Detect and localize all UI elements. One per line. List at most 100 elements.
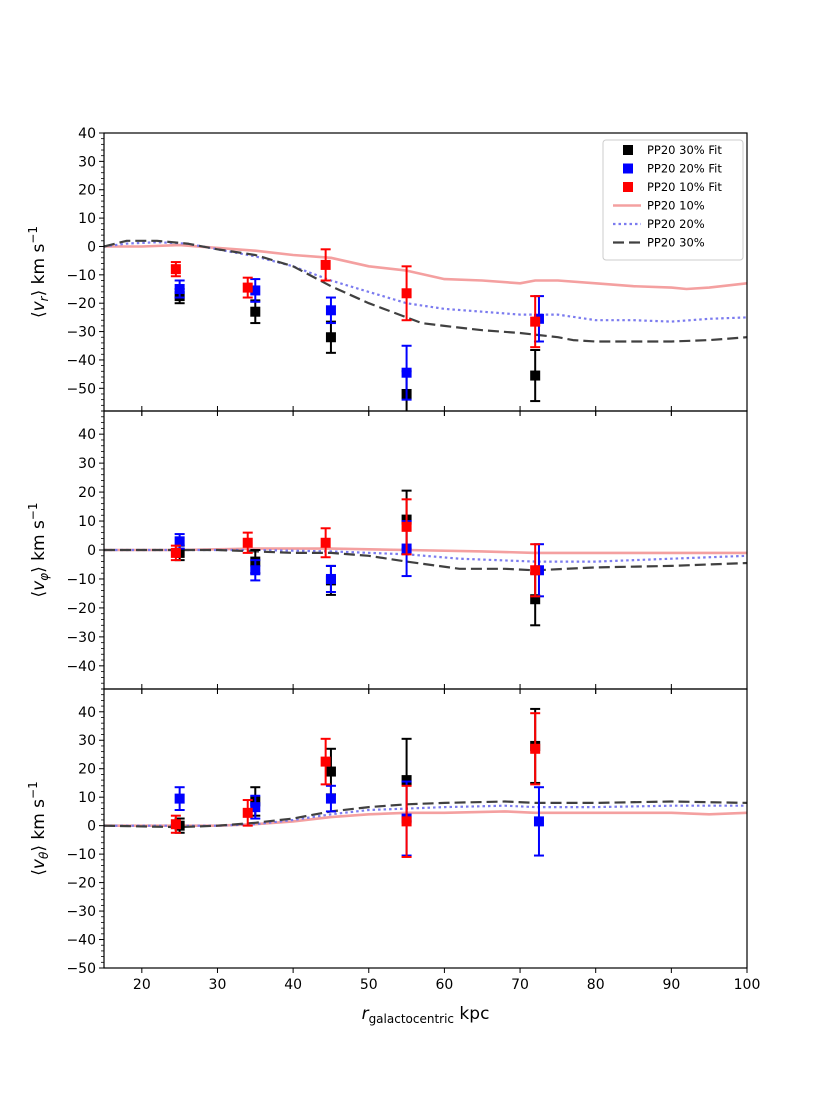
point-marker [530, 370, 541, 381]
data-point [325, 784, 336, 813]
data-point [401, 265, 412, 322]
y-tick-label: −40 [66, 933, 96, 949]
axes-frame [103, 688, 748, 969]
data-point [325, 296, 336, 325]
y-tick-label: 30 [78, 733, 96, 749]
y-tick-label: −30 [66, 325, 96, 341]
point-marker [401, 816, 412, 827]
point-marker [170, 547, 181, 558]
y-tick-label: −20 [66, 296, 96, 312]
x-tick-label: 90 [662, 977, 680, 993]
y-axis-label: ⟨vr⟩ km s−1 [26, 226, 51, 318]
y-tick-label: 0 [87, 239, 96, 255]
y-tick-label: 20 [78, 183, 96, 199]
y-axis-label: ⟨vθ⟩ km s−1 [26, 781, 51, 875]
data-point [250, 559, 261, 582]
point-marker [250, 802, 261, 813]
y-tick-label: −10 [66, 268, 96, 284]
legend-label: PP20 30% [647, 236, 705, 250]
point-marker [325, 332, 336, 343]
point-marker [320, 537, 331, 548]
y-tick-label: 0 [87, 543, 96, 559]
point-marker [530, 565, 541, 576]
data-point [242, 531, 253, 554]
y-tick-label: −50 [66, 961, 96, 977]
y-axis-label: ⟨vφ⟩ km s−1 [26, 502, 51, 597]
model-line-pp20-20- [104, 548, 747, 563]
y-tick-label: −40 [66, 353, 96, 369]
point-marker [320, 259, 331, 270]
data-point [401, 498, 412, 556]
data-point [242, 276, 253, 299]
y-tick-label: −30 [66, 630, 96, 646]
legend-label: PP20 10% [647, 199, 705, 213]
point-marker [325, 305, 336, 316]
point-marker [530, 594, 541, 605]
point-marker [325, 793, 336, 804]
x-axis-label: rgalactocentric kpc [362, 1004, 490, 1026]
data-point [320, 527, 331, 559]
legend-label: PP20 20% Fit [647, 162, 722, 176]
data-point [250, 278, 261, 303]
x-tick-label: 80 [587, 977, 605, 993]
y-tick-label: −40 [66, 659, 96, 675]
point-marker [174, 536, 185, 547]
y-tick-label: −50 [66, 381, 96, 397]
legend-label: PP20 20% [647, 217, 705, 231]
y-tick-label: −30 [66, 904, 96, 920]
y-tick-label: 40 [78, 427, 96, 443]
data-point [530, 349, 541, 403]
point-marker [242, 537, 253, 548]
point-marker [250, 306, 261, 317]
data-point [325, 320, 336, 354]
y-tick-label: −20 [66, 601, 96, 617]
data-point [401, 784, 412, 858]
y-tick-label: −10 [66, 572, 96, 588]
point-marker [325, 573, 336, 584]
y-tick-label: 40 [78, 126, 96, 142]
x-tick-label: 60 [435, 977, 453, 993]
point-marker [174, 284, 185, 295]
data-point [320, 737, 331, 786]
panel-2: −40 −30 −20 −10 0 10 20 30 40 ⟨vφ⟩ km s−1 [26, 410, 748, 694]
point-marker [530, 316, 541, 327]
y-tick-label: 40 [78, 705, 96, 721]
data-point [170, 261, 181, 278]
point-marker [170, 819, 181, 830]
data-point [174, 786, 185, 811]
point-marker [250, 285, 261, 296]
point-marker [533, 816, 544, 827]
point-marker [320, 756, 331, 767]
y-tick-label: 10 [78, 211, 96, 227]
y-tick-label: 20 [78, 485, 96, 501]
y-tick-label: 0 [87, 819, 96, 835]
legend-label: PP20 10% Fit [647, 180, 722, 194]
x-tick-label: 50 [360, 977, 378, 993]
y-tick-label: 30 [78, 456, 96, 472]
legend-marker [623, 145, 633, 155]
model-line-pp20-30- [104, 239, 747, 343]
data-point [325, 564, 336, 593]
y-tick-label: −10 [66, 847, 96, 863]
legend-marker [623, 182, 633, 192]
point-marker [242, 282, 253, 293]
panel-3: −50 −40 −30 −20 −10 0 10 20 30 40 ⟨vθ⟩ km s−1 [26, 688, 748, 977]
legend-marker [623, 163, 633, 174]
data-point [530, 712, 541, 786]
model-line-pp20-30- [104, 548, 747, 572]
data-point [170, 544, 181, 562]
data-point [242, 799, 253, 827]
model-line-pp20-20- [104, 804, 747, 827]
data-point [250, 299, 261, 325]
data-point [530, 295, 541, 349]
data-point [174, 279, 185, 299]
model-line-pp20-10- [104, 810, 747, 828]
y-tick-label: −20 [66, 876, 96, 892]
point-marker [250, 565, 261, 576]
point-marker [401, 367, 412, 378]
x-tick-label: 20 [133, 977, 151, 993]
x-tick-label: 70 [511, 977, 529, 993]
point-marker [401, 521, 412, 532]
y-tick-label: 10 [78, 514, 96, 530]
